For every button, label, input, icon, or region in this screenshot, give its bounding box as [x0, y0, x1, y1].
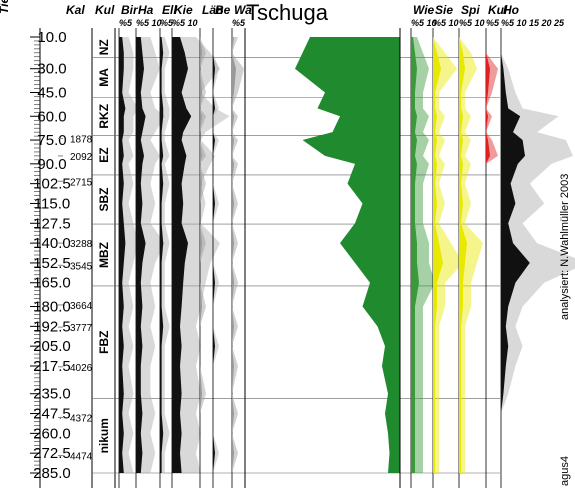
taxon-scale: %5: [119, 18, 133, 28]
taxon-curve: [411, 37, 419, 473]
taxon-name: Spi: [461, 3, 480, 17]
depth-label: 205.0: [33, 338, 71, 355]
zone-label: NZ: [97, 39, 111, 55]
zone-label: SBZ: [97, 188, 111, 212]
age-label: 3664: [70, 301, 93, 312]
taxon-curve: [200, 37, 202, 473]
taxon-curve: [136, 37, 146, 473]
taxon-exaggeration: [119, 37, 139, 473]
taxon-exaggeration: [411, 37, 435, 473]
zone-label: FBZ: [97, 331, 111, 354]
column-header: Kul: [95, 3, 115, 17]
chart-title: Tschuga: [246, 0, 329, 25]
depth-label: 247.5: [33, 406, 71, 423]
taxon-exaggeration: [213, 37, 219, 473]
depth-label: 127.5: [33, 215, 71, 232]
taxon-curve: [232, 37, 236, 473]
depth-label: 60.0: [37, 108, 66, 125]
zone-label: MA: [97, 68, 111, 87]
taxon-exaggeration: [232, 37, 244, 473]
depth-label: 90.0: [37, 156, 66, 173]
taxon-scale: %5: [160, 18, 174, 28]
age-label: 1878: [70, 134, 93, 145]
zone-label: MBZ: [97, 242, 111, 268]
depth-label: 235.0: [33, 386, 71, 403]
depth-label: 152.5: [33, 255, 71, 272]
taxon-name: Ha: [138, 3, 154, 17]
taxon-name: Kie: [174, 3, 193, 17]
age-label: 4372: [70, 414, 93, 425]
taxon-curve: [160, 37, 164, 473]
depth-label: 10.0: [37, 29, 66, 46]
taxon-name: Kul: [488, 3, 508, 17]
taxon-exaggeration: [486, 37, 498, 473]
site-code: agus4: [559, 456, 571, 486]
nap-area: [295, 37, 400, 473]
taxon-curve: [213, 37, 215, 473]
taxon-name: Wa: [234, 3, 252, 17]
taxon-name: Län: [202, 3, 223, 17]
depth-label: 260.0: [33, 425, 71, 442]
depth-label: 180.0: [33, 299, 71, 316]
taxon-scale: %5 10: [433, 18, 459, 28]
depth-label: 75.0: [37, 132, 66, 149]
taxon-curve: [433, 37, 443, 473]
taxon-curve: [459, 37, 467, 473]
taxon-exaggeration: [172, 37, 230, 473]
taxon-scale: %5: [486, 18, 500, 28]
depth-label: 192.5: [33, 318, 71, 335]
depth-label: 30.0: [37, 61, 66, 78]
age-label: 4026: [70, 363, 93, 374]
taxon-curve: [119, 37, 126, 473]
zone-label: nikum: [97, 418, 111, 453]
age-label: 3545: [70, 261, 93, 272]
taxon-name: Sie: [435, 3, 453, 17]
zone-label: EZ: [97, 147, 111, 162]
taxon-curve: [486, 37, 490, 473]
taxon-scale: %5 10 15 20 25: [501, 18, 565, 28]
taxon-curve: [172, 37, 192, 473]
taxon-name: Ho: [503, 3, 519, 17]
zone-label: RKZ: [97, 104, 111, 129]
taxon-scale: %5: [232, 18, 246, 28]
column-header: Kal: [66, 3, 85, 17]
age-label: 3777: [70, 323, 93, 334]
taxon-exaggeration: [433, 37, 463, 473]
taxon-exaggeration: [160, 37, 170, 473]
age-label: 2715: [70, 177, 93, 188]
taxon-name: Bir: [121, 3, 139, 17]
column-header: Tie: [0, 0, 11, 14]
depth-label: 285.0: [33, 465, 71, 482]
taxon-scale: %5 10: [172, 18, 198, 28]
taxon-scale: %5 10: [136, 18, 162, 28]
taxon-exaggeration: [459, 37, 483, 473]
age-label: 2092: [70, 152, 93, 163]
age-label: 4474: [70, 452, 93, 463]
taxon-scale: %5 10: [411, 18, 437, 28]
taxon-curve: [501, 37, 530, 473]
age-label: 3288: [70, 239, 93, 250]
depth-label: 217.5: [33, 358, 71, 375]
taxon-name: Wie: [413, 3, 435, 17]
taxon-name: Ell: [162, 3, 177, 17]
depth-label: 140.0: [33, 235, 71, 252]
taxon-scale: %5 10: [459, 18, 485, 28]
depth-label: 102.5: [33, 176, 71, 193]
credit: analysiert: N.Wahlmüller 2003: [559, 174, 571, 320]
depth-label: 272.5: [33, 445, 71, 462]
depth-label: 165.0: [33, 275, 71, 292]
taxon-exaggeration: [136, 37, 165, 473]
depth-label: 115.0: [34, 195, 70, 212]
depth-label: 45.0: [37, 84, 66, 101]
taxon-name: Be: [215, 3, 231, 17]
taxon-exaggeration: [200, 37, 206, 473]
